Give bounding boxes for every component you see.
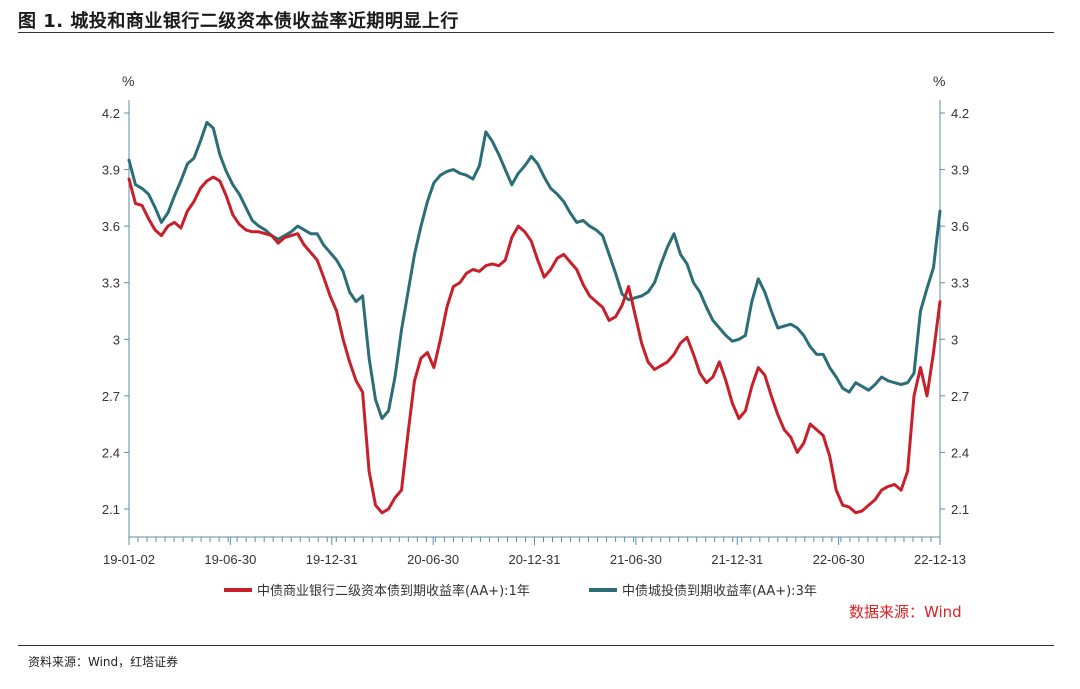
right-tick-label: 3.3 [951,276,969,291]
legend-label: 中债城投债到期收益率(AA+):3年 [622,583,817,599]
x-tick-label: 21-12-31 [711,552,763,567]
x-tick-label: 20-12-31 [508,552,560,567]
x-tick-label: 21-06-30 [610,552,662,567]
right-tick-label: 2.4 [951,445,969,460]
legend: 中债商业银行二级资本债到期收益率(AA+):1年 中债城投债到期收益率(AA+):… [224,583,817,599]
right-tick-label: 3.6 [951,219,969,234]
y-axes: 4.2 4.2 3.9 3.9 3.6 3.6 3.3 3.3 3 3 2.7 2.7 2.4 2.4 2.… [102,100,969,537]
right-tick-label: 4.2 [951,106,969,121]
right-tick-label: 3.9 [951,163,969,178]
x-tick-label: 19-12-31 [306,552,358,567]
figure-title: 图 1. 城投和商业银行二级资本债收益率近期明显上行 [18,11,459,32]
legend-label: 中债商业银行二级资本债到期收益率(AA+):1年 [257,583,530,599]
x-tick-label: 19-01-02 [103,552,155,567]
series-lines [127,120,942,515]
series-line [127,120,942,420]
left-tick-label: 3.3 [102,276,120,291]
series-line [127,175,942,515]
left-tick-label: 3.9 [102,163,120,178]
right-tick-label: 2.1 [951,502,969,517]
right-axis-unit: % [933,73,945,89]
left-axis-unit: % [122,73,134,89]
left-tick-label: 3.6 [102,219,120,234]
x-tick-label: 19-06-30 [204,552,256,567]
left-tick-label: 3 [113,332,120,347]
source-note: 数据来源：Wind [849,603,962,621]
x-tick-label: 20-06-30 [407,552,459,567]
title-bar: 图 1. 城投和商业银行二级资本债收益率近期明显上行 [18,2,1054,33]
left-tick-label: 2.7 [102,389,120,404]
left-tick-label: 2.4 [102,445,120,460]
left-tick-label: 4.2 [102,106,120,121]
x-tick-label: 22-06-30 [813,552,865,567]
right-tick-label: 3 [951,332,958,347]
x-axis: 19-01-02 19-06-30 19-12-31 20-06-30 20-12-31… [103,536,966,567]
left-tick-label: 2.1 [102,502,120,517]
source-footer: 资料来源：Wind，红塔证券 [28,655,179,669]
x-tick-label: 22-12-13 [914,552,966,567]
footer-divider [18,645,1054,646]
right-tick-label: 2.7 [951,389,969,404]
line-chart: % % 4.2 4.2 3.9 3.9 3.6 3.6 3.3 3.3 3 3 2.7 2.7 2.4 2… [102,73,969,621]
